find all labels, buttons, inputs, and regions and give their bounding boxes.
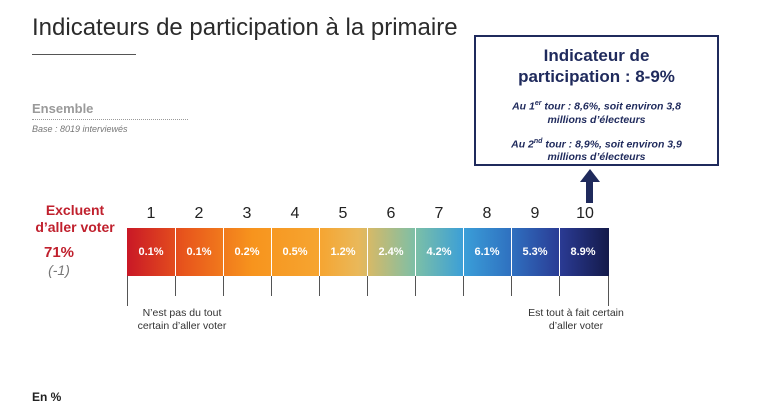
scale-tick: [271, 276, 272, 296]
scale-number-1: 1: [146, 205, 156, 222]
scale-tick: [319, 276, 320, 296]
scale-value-6: 2.4%: [378, 246, 404, 258]
arrow-up-icon: [580, 169, 600, 182]
scale-number-4: 4: [290, 205, 300, 222]
scale-number-5: 5: [338, 205, 348, 222]
scale-tick: [127, 276, 128, 306]
second-round-line-2: millions d’électeurs: [547, 151, 646, 163]
participation-callout: Indicateur de participation : 8-9% Au 1e…: [474, 35, 719, 166]
scale-high-anchor-line-1: Est tout à fait certain: [528, 307, 624, 319]
scale-divider: [415, 228, 416, 276]
scale-tick: [223, 276, 224, 296]
scale-low-anchor: N’est pas du tout certain d’aller voter: [120, 307, 244, 333]
scale-divider: [367, 228, 368, 276]
scale-number-10: 10: [576, 205, 594, 222]
scale-tick: [367, 276, 368, 296]
exclude-label: Excluent d’aller voter: [22, 202, 128, 236]
scale-number-6: 6: [386, 205, 396, 222]
segment-label: Ensemble: [32, 101, 94, 116]
exclude-percent: 71%: [43, 244, 75, 261]
scale-number-3: 3: [242, 205, 252, 222]
scale-divider: [511, 228, 512, 276]
first-round-line-2: millions d’électeurs: [547, 113, 646, 126]
scale-number-9: 9: [530, 205, 540, 222]
scale-divider: [463, 228, 464, 276]
scale-divider: [559, 228, 560, 276]
exclude-label-line-2: d’aller voter: [35, 219, 115, 235]
scale-number-8: 8: [482, 205, 492, 222]
unit-label: En %: [32, 390, 62, 404]
scale-tick: [559, 276, 560, 296]
scale-divider: [319, 228, 320, 276]
scale-divider: [175, 228, 176, 276]
title-underline: [32, 54, 136, 55]
scale-divider: [223, 228, 224, 276]
scale-value-10: 8.9%: [570, 246, 596, 258]
scale-low-anchor-line-2: certain d’aller voter: [137, 320, 227, 332]
exclude-delta: (-1): [48, 262, 70, 278]
scale-value-4: 0.5%: [282, 246, 308, 258]
scale-tick: [608, 276, 609, 306]
second-round-line-1: Au 2nd tour : 8,9%, soit environ 3,9: [511, 137, 682, 151]
scale-value-3: 0.2%: [234, 246, 260, 258]
scale-value-9: 5.3%: [522, 246, 548, 258]
first-round-line-1: Au 1er tour : 8,6%, soit environ 3,8: [512, 100, 681, 113]
scale-value-7: 4.2%: [426, 246, 452, 258]
scale-high-anchor-line-2: d’aller voter: [548, 320, 604, 332]
arrow-up-icon-shaft: [586, 181, 593, 203]
scale-value-5: 1.2%: [330, 246, 356, 258]
scale-value-2: 0.1%: [186, 246, 212, 258]
scale-value-1: 0.1%: [138, 246, 164, 258]
page-title: Indicateurs de participation à la primai…: [32, 14, 458, 41]
scale-tick: [463, 276, 464, 296]
callout-title-line-1: Indicateur de: [543, 46, 650, 65]
scale-divider: [271, 228, 272, 276]
scale-value-8: 6.1%: [474, 246, 500, 258]
base-note: Base : 8019 interviewés: [32, 124, 128, 134]
scale-low-anchor-line-1: N’est pas du tout: [142, 307, 222, 319]
scale-number-2: 2: [194, 205, 204, 222]
scale-number-7: 7: [434, 205, 444, 222]
exclude-label-line-1: Excluent: [45, 202, 105, 218]
scale-high-anchor: Est tout à fait certain d’aller voter: [508, 307, 644, 333]
scale-tick: [415, 276, 416, 296]
scale-tick: [175, 276, 176, 296]
segment-divider: [32, 119, 188, 120]
callout-title-line-2: participation : 8-9%: [518, 67, 675, 86]
certainty-scale-bar: 0.1% 0.1% 0.2% 0.5% 1.2% 2.4% 4.2% 6.1% …: [127, 228, 609, 276]
scale-tick: [511, 276, 512, 296]
